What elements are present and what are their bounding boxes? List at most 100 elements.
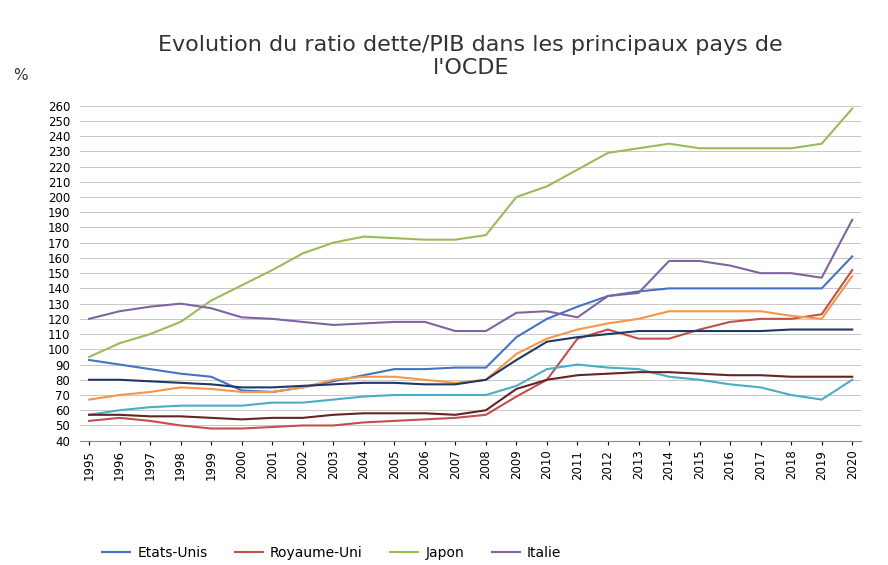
Etats-Unis — [83, 357, 94, 363]
Allemagne — [83, 411, 94, 418]
Italie — [206, 305, 217, 311]
Moyenne OCDE — [694, 370, 705, 377]
Japon — [145, 331, 155, 337]
France — [83, 396, 94, 403]
Line: Allemagne: Allemagne — [89, 364, 852, 415]
Total OCDE — [359, 380, 369, 386]
Moyenne OCDE — [572, 372, 583, 379]
Total OCDE — [236, 384, 247, 391]
Total OCDE — [389, 380, 400, 386]
Japon — [633, 145, 644, 151]
Royaume-Uni — [175, 422, 186, 429]
Italie — [83, 315, 94, 322]
Moyenne OCDE — [725, 372, 735, 379]
Line: France: France — [89, 276, 852, 399]
France — [816, 315, 827, 322]
France — [236, 389, 247, 396]
Allemagne — [450, 392, 461, 398]
France — [511, 350, 522, 357]
Japon — [756, 145, 766, 151]
Italie — [480, 328, 491, 334]
Japon — [115, 340, 125, 346]
Japon — [786, 145, 797, 151]
Total OCDE — [786, 326, 797, 333]
France — [725, 308, 735, 315]
Total OCDE — [725, 328, 735, 334]
Italie — [236, 314, 247, 321]
Allemagne — [725, 381, 735, 388]
Allemagne — [511, 383, 522, 389]
France — [847, 273, 858, 280]
Etats-Unis — [633, 288, 644, 295]
Etats-Unis — [480, 364, 491, 371]
Etats-Unis — [663, 285, 674, 292]
France — [450, 380, 461, 386]
Royaume-Uni — [267, 424, 278, 431]
France — [542, 335, 552, 342]
Total OCDE — [267, 384, 278, 391]
Total OCDE — [572, 334, 583, 341]
France — [756, 308, 766, 315]
Allemagne — [847, 376, 858, 383]
France — [633, 315, 644, 322]
Italie — [359, 320, 369, 327]
Italie — [511, 310, 522, 316]
Italie — [389, 319, 400, 325]
Royaume-Uni — [542, 376, 552, 383]
Etats-Unis — [175, 370, 186, 377]
Total OCDE — [328, 381, 338, 388]
Italie — [450, 328, 461, 334]
Royaume-Uni — [603, 326, 614, 333]
Italie — [786, 270, 797, 276]
Japon — [267, 267, 278, 273]
Royaume-Uni — [816, 311, 827, 318]
Japon — [816, 140, 827, 147]
Italie — [603, 293, 614, 299]
Total OCDE — [206, 381, 217, 388]
Italie — [542, 308, 552, 315]
France — [145, 389, 155, 396]
Total OCDE — [633, 328, 644, 334]
Royaume-Uni — [328, 422, 338, 429]
Total OCDE — [115, 376, 125, 383]
Allemagne — [297, 399, 308, 406]
Total OCDE — [816, 326, 827, 333]
Allemagne — [542, 366, 552, 372]
Italie — [663, 258, 674, 264]
Allemagne — [206, 402, 217, 409]
Moyenne OCDE — [756, 372, 766, 379]
Etats-Unis — [603, 293, 614, 299]
Total OCDE — [663, 328, 674, 334]
Allemagne — [389, 392, 400, 398]
Total OCDE — [297, 383, 308, 389]
France — [572, 326, 583, 333]
Moyenne OCDE — [145, 413, 155, 420]
France — [328, 376, 338, 383]
Etats-Unis — [756, 285, 766, 292]
Total OCDE — [542, 338, 552, 345]
Royaume-Uni — [359, 419, 369, 426]
Italie — [633, 290, 644, 297]
Royaume-Uni — [511, 393, 522, 400]
Japon — [206, 297, 217, 304]
Moyenne OCDE — [297, 415, 308, 421]
Allemagne — [359, 393, 369, 400]
France — [206, 385, 217, 392]
Italie — [725, 262, 735, 269]
Japon — [328, 240, 338, 246]
Italie — [847, 216, 858, 223]
Line: Japon: Japon — [89, 108, 852, 357]
Moyenne OCDE — [603, 370, 614, 377]
Moyenne OCDE — [236, 416, 247, 423]
Etats-Unis — [115, 361, 125, 368]
Royaume-Uni — [725, 319, 735, 325]
Line: Italie: Italie — [89, 220, 852, 331]
Royaume-Uni — [236, 425, 247, 432]
Moyenne OCDE — [786, 373, 797, 380]
Etats-Unis — [297, 384, 308, 391]
France — [389, 373, 400, 380]
Etats-Unis — [236, 387, 247, 394]
Total OCDE — [603, 331, 614, 337]
Japon — [419, 236, 430, 243]
Etats-Unis — [450, 364, 461, 371]
